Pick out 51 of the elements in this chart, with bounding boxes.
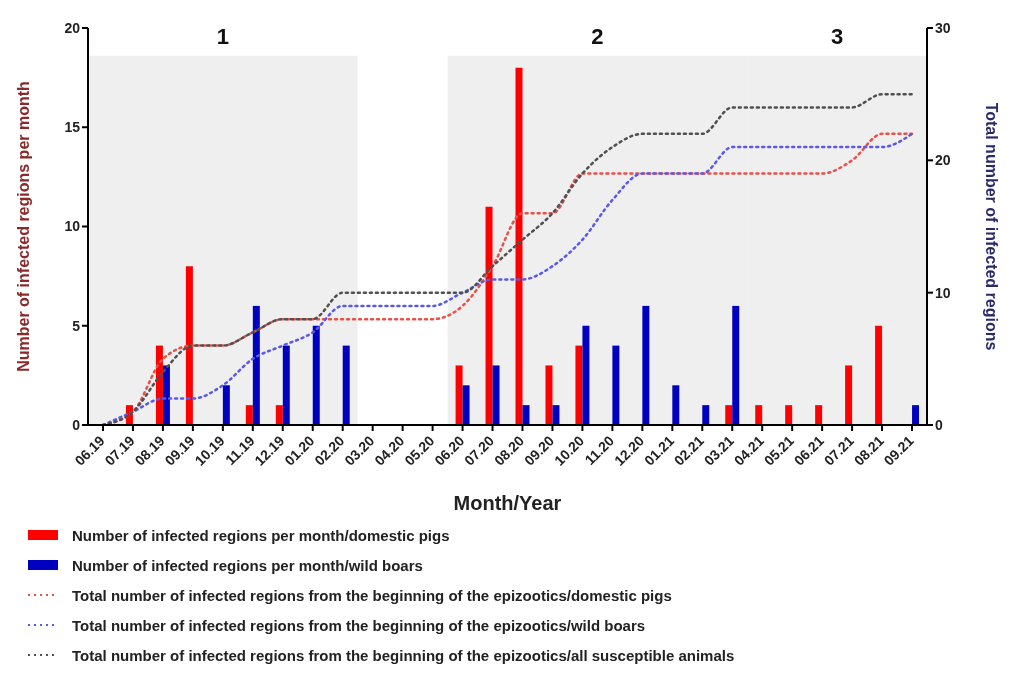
bar (245, 405, 253, 425)
y2-tick-label: 20 (935, 152, 951, 169)
bar (462, 385, 470, 425)
bar (545, 365, 553, 425)
x-axis-title: Month/Year (453, 492, 562, 514)
bar (785, 405, 793, 425)
y-axis-title: Number of infected regions per month (14, 81, 32, 372)
bar (522, 405, 530, 425)
bar (312, 325, 320, 425)
y-tick-label: 10 (64, 218, 81, 235)
bar (162, 365, 170, 425)
bar (875, 325, 883, 425)
bar (582, 325, 590, 425)
bar (642, 305, 650, 425)
bar (222, 385, 230, 425)
y-tick-label: 15 (64, 119, 81, 136)
y2-tick-label: 10 (935, 284, 951, 301)
band-label: 3 (830, 23, 844, 49)
bar (672, 385, 680, 425)
legend-label: Total number of infected regions from the beginning of the epizootics/wild boars (72, 616, 646, 634)
bar (702, 405, 710, 425)
bar (342, 345, 350, 425)
bar (845, 365, 853, 425)
y2-tick-label: 30 (935, 19, 951, 36)
bar (552, 405, 560, 425)
bar (575, 345, 583, 425)
y-tick-label: 5 (72, 317, 81, 334)
bar (732, 305, 740, 425)
legend-label: Number of infected regions per month/domestic pigs (72, 526, 450, 544)
bar (455, 365, 463, 425)
band-label: 2 (591, 23, 604, 49)
y-tick-label: 0 (72, 416, 81, 433)
legend-label: Total number of infected regions from the beginning of the epizootics/domestic pigs (72, 586, 672, 604)
bar (815, 405, 823, 425)
bar (515, 67, 523, 425)
y2-axis-title: Total number of infected regions (983, 102, 1001, 351)
bar (185, 266, 193, 425)
bar (485, 206, 493, 425)
bar (755, 405, 763, 425)
bar (612, 345, 620, 425)
legend-label: Total number of infected regions from the beginning of the epizootics/all susceptible animals (72, 646, 735, 664)
y-tick-label: 20 (64, 19, 81, 36)
bar (275, 405, 283, 425)
bar (492, 365, 500, 425)
y2-tick-label: 0 (935, 416, 943, 433)
bar (725, 405, 733, 425)
bar (912, 405, 920, 425)
bar (252, 305, 260, 425)
band-label: 1 (216, 23, 229, 49)
bar (282, 345, 290, 425)
legend-label: Number of infected regions per month/wild boars (72, 556, 423, 574)
